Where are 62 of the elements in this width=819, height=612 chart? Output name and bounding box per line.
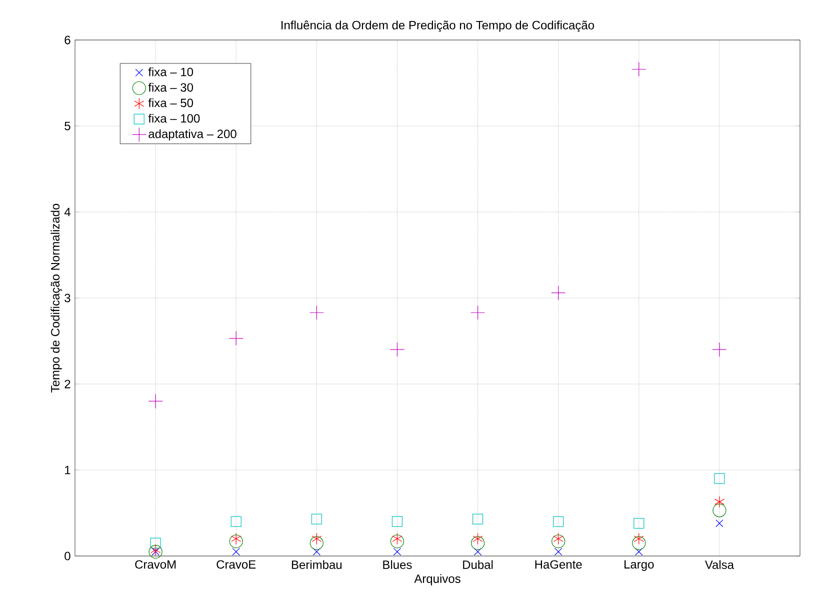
point xyxy=(312,533,322,545)
point xyxy=(472,514,484,524)
point xyxy=(230,516,242,527)
legend-label: fixa – 10 xyxy=(148,67,194,76)
x-tick-label: CravoE xyxy=(216,560,256,569)
point xyxy=(552,534,566,548)
point xyxy=(712,504,726,518)
y-tick-label: 4 xyxy=(64,208,70,216)
x-tick-label: Dubal xyxy=(463,560,493,570)
point xyxy=(150,538,161,548)
point xyxy=(470,536,485,550)
point xyxy=(229,534,243,548)
point xyxy=(472,533,483,545)
point xyxy=(634,533,644,545)
chart-title: Influência da Ordem de Predição no Tempo de Codificação xyxy=(282,20,594,32)
point xyxy=(716,519,724,528)
x-axis-title: Arquivos xyxy=(414,574,460,586)
point xyxy=(714,496,725,508)
point xyxy=(312,548,321,556)
point xyxy=(311,514,322,524)
point xyxy=(232,548,240,556)
x-tick-label: Largo xyxy=(624,560,654,571)
point xyxy=(632,62,646,77)
y-tick-label: 1 xyxy=(65,466,70,474)
point xyxy=(712,342,727,357)
legend-label: fixa – 100 xyxy=(148,114,200,123)
x-tick-label: Blues xyxy=(383,560,412,570)
point xyxy=(150,544,161,556)
legend-label: fixa – 50 xyxy=(148,98,194,108)
point xyxy=(148,394,163,408)
point xyxy=(632,536,646,550)
point xyxy=(470,305,486,320)
point xyxy=(392,516,403,527)
y-tick-label: 2 xyxy=(64,380,70,388)
point xyxy=(474,548,482,556)
point xyxy=(392,533,402,545)
y-axis-title: Tempo de Codificação Normalizado xyxy=(50,204,62,392)
point xyxy=(148,544,162,558)
point xyxy=(393,548,402,556)
point xyxy=(551,286,566,300)
point xyxy=(553,533,564,545)
x-tick-label: HaGente xyxy=(535,560,582,569)
point xyxy=(714,473,725,484)
y-tick-label: 6 xyxy=(64,36,70,44)
legend-label: adaptativa – 200 xyxy=(148,129,236,140)
point xyxy=(228,331,244,346)
point xyxy=(309,305,324,320)
point xyxy=(553,516,564,527)
point xyxy=(554,548,562,556)
x-tick-label: CravoM xyxy=(135,560,176,569)
point xyxy=(635,548,643,556)
point xyxy=(390,342,405,357)
point xyxy=(634,518,644,529)
point xyxy=(390,534,404,548)
legend-label: fixa – 30 xyxy=(148,82,194,92)
y-tick-label: 5 xyxy=(64,122,70,130)
point xyxy=(231,533,242,545)
y-tick-label: 0 xyxy=(64,552,70,560)
point xyxy=(310,536,324,550)
x-tick-label: Valsa xyxy=(704,560,734,570)
y-tick-label: 3 xyxy=(64,294,70,302)
x-tick-label: Berimbau xyxy=(292,560,342,570)
